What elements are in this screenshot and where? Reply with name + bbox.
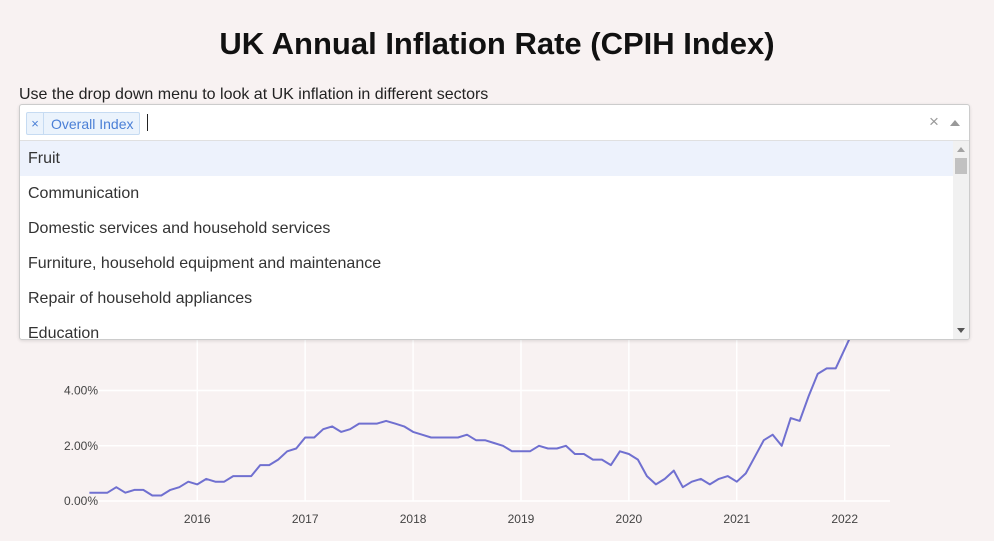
page-title: UK Annual Inflation Rate (CPIH Index) <box>219 26 775 61</box>
option-fruit[interactable]: Fruit <box>20 141 953 176</box>
search-input-caret[interactable] <box>147 114 148 131</box>
selected-tag-overall-index: × Overall Index <box>26 112 141 135</box>
x-tick-label: 2016 <box>184 512 211 526</box>
dropdown-scrollbar[interactable] <box>953 141 969 339</box>
y-tick-label: 0.00% <box>64 494 98 508</box>
x-tick-label: 2022 <box>831 512 858 526</box>
chart-ticks: 0.00% 2.00% 4.00% 2016 2017 2018 2019 2020 2021 2… <box>64 384 858 527</box>
x-tick-label: 2020 <box>616 512 643 526</box>
x-tick-label: 2021 <box>723 512 750 526</box>
chevron-up-icon[interactable] <box>950 120 960 126</box>
x-tick-label: 2019 <box>508 512 535 526</box>
dropdown-menu: Fruit Communication Domestic services an… <box>20 141 953 339</box>
scroll-down-icon[interactable] <box>957 328 965 333</box>
series-line-overall-index[interactable] <box>89 285 864 497</box>
x-tick-label: 2017 <box>292 512 319 526</box>
chart-series <box>89 285 864 497</box>
option-furniture[interactable]: Furniture, household equipment and maint… <box>28 255 382 272</box>
option-repair-appliances[interactable]: Repair of household appliances <box>28 290 253 307</box>
y-tick-label: 4.00% <box>64 384 98 398</box>
option-domestic-services[interactable]: Domestic services and household services <box>28 220 331 237</box>
option-communication[interactable]: Communication <box>28 185 140 202</box>
page-subtitle: Use the drop down menu to look at UK inf… <box>19 86 489 103</box>
y-tick-label: 2.00% <box>64 439 98 453</box>
remove-tag-icon[interactable]: × <box>27 113 44 134</box>
scroll-up-icon[interactable] <box>957 147 965 152</box>
sector-dropdown[interactable]: × Overall Index × Fruit Communication Do… <box>19 104 970 340</box>
dropdown-control[interactable]: × Overall Index × <box>20 105 969 141</box>
option-education[interactable]: Education <box>28 325 100 339</box>
scroll-thumb[interactable] <box>955 158 967 174</box>
x-tick-label: 2018 <box>400 512 427 526</box>
selected-tag-label: Overall Index <box>51 115 134 132</box>
clear-icon[interactable]: × <box>929 112 939 131</box>
